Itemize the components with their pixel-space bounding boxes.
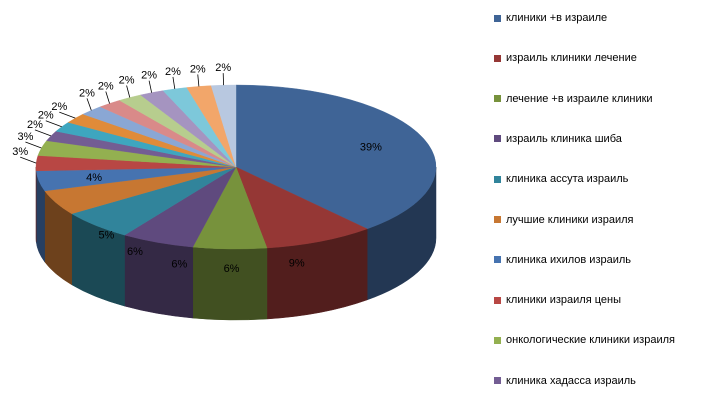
pie-top (35, 84, 437, 250)
data-label-13: 2% (79, 87, 95, 99)
leader-line-12 (59, 111, 76, 119)
legend-swatch (494, 14, 501, 22)
legend-swatch (494, 175, 501, 183)
data-label-6: 5% (98, 230, 114, 242)
pie-slice-side-3 (192, 246, 268, 321)
legend-swatch (494, 95, 501, 103)
legend-item: клиника хадасса израиль (494, 374, 636, 388)
leader-line-10 (34, 129, 52, 137)
data-label-16: 2% (141, 70, 157, 82)
leader-line-17 (172, 76, 176, 89)
legend-swatch (494, 135, 501, 143)
leader-line-13 (86, 98, 92, 111)
data-label-1: 39% (360, 141, 382, 153)
legend-item: клиники +в израиле (494, 11, 607, 25)
data-label-7: 4% (86, 172, 102, 184)
pie-slice-2 (235, 166, 368, 249)
legend-item: клиники израиля цены (494, 293, 621, 307)
legend-swatch (494, 54, 501, 62)
data-label-17: 2% (165, 66, 181, 78)
legend-swatch (494, 216, 501, 223)
legend-label: лечение +в израиле клиники (506, 92, 653, 105)
data-label-11: 2% (38, 110, 54, 122)
data-label-19: 2% (215, 62, 231, 74)
data-label-18: 2% (190, 63, 206, 75)
legend-item: израиль клиники лечение (494, 51, 637, 65)
leader-line-8 (20, 156, 37, 164)
legend-item: лечение +в израиле клиники (494, 92, 653, 106)
legend-item: клиника ассута израиль (494, 172, 628, 186)
legend-label: клиника хадасса израиль (506, 374, 636, 387)
legend-label: клиники +в израиле (506, 12, 608, 24)
leader-line-18 (197, 74, 200, 87)
leader-line-14 (105, 91, 110, 104)
legend-item: израиль клиника шиба (494, 132, 622, 146)
data-label-12: 2% (51, 101, 67, 113)
legend-label: клиника ихилов израиль (506, 253, 632, 266)
pie-slice-19 (210, 84, 237, 168)
legend-item: лучшие клиники израиля (494, 213, 633, 227)
legend-label: клиники израиля цены (506, 294, 622, 307)
legend-label: клиника ассута израиль (506, 173, 629, 186)
data-label-4: 6% (171, 258, 187, 270)
legend-label: онкологические клиники израиля (506, 334, 675, 347)
data-label-2: 9% (289, 258, 305, 270)
legend-swatch (494, 377, 501, 385)
data-label-3: 6% (224, 263, 240, 275)
legend-label: лучшие клиники израиля (506, 213, 634, 226)
legend-item: онкологические клиники израиля (494, 333, 675, 347)
legend-swatch (494, 296, 501, 304)
data-label-14: 2% (98, 80, 114, 92)
leader-line-15 (126, 85, 131, 98)
leader-line-9 (25, 141, 42, 149)
legend-swatch (494, 336, 501, 344)
data-label-5: 6% (127, 246, 143, 258)
data-label-9: 3% (17, 131, 33, 143)
legend-label: израиль клиники лечение (506, 52, 637, 65)
legend-item: клиника ихилов израиль (494, 253, 631, 267)
data-label-15: 2% (119, 75, 135, 87)
pie-sides (35, 166, 437, 321)
data-label-10: 2% (27, 119, 43, 131)
data-label-8: 3% (12, 146, 28, 158)
legend-swatch (494, 256, 501, 264)
data-labels: 39%9%6%6%6%5%4%3%3%2%2%2%2%2% 2% 2% 2% 2% 2% (12, 62, 382, 275)
pie-slice-1 (235, 84, 437, 230)
leader-line-16 (148, 80, 153, 93)
legend-label: израиль клиника шиба (506, 132, 622, 145)
leader-line-11 (45, 120, 62, 128)
